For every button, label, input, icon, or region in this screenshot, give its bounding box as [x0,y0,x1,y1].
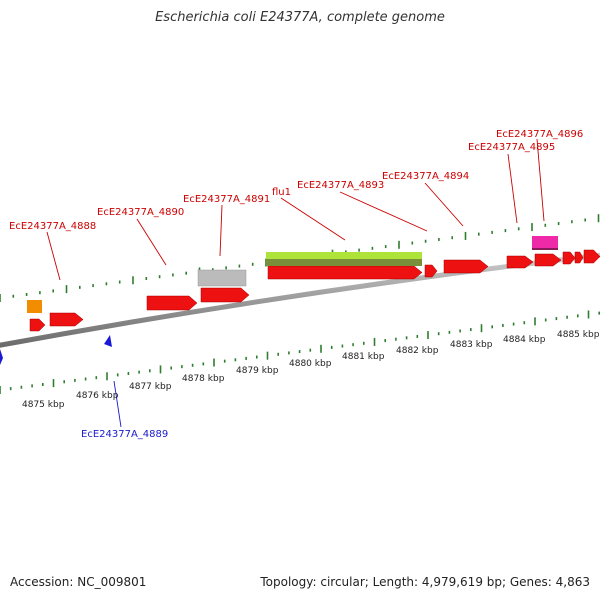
forward-gene-arrow [443,259,489,274]
forward-gene-arrow [29,318,46,332]
forward-gene-arrow [583,249,600,264]
leader-4891 [219,204,223,257]
gene-label-4896: EcE24377A_4896 [496,129,583,140]
gene-label-flu1: flu1 [272,187,291,198]
scale-label: 4885 kbp [557,330,600,340]
lower-tick-row [0,310,600,394]
leader-4895 [507,153,518,224]
leader-4890 [136,218,167,266]
scale-label: 4878 kbp [182,374,225,384]
scale-label: 4879 kbp [236,366,279,376]
gene-label-4893: EcE24377A_4893 [297,180,384,191]
genome-title: Escherichia coli E24377A, complete genom… [155,10,445,25]
forward-gene-arrow [506,255,534,269]
gene-label-4890: EcE24377A_4890 [97,207,184,218]
flu-repeat-band [266,252,422,259]
leader-4888 [46,231,61,281]
forward-gene-arrow [424,264,438,278]
scale-label: 4875 kbp [22,400,65,410]
scale-label: 4876 kbp [76,391,119,401]
flu-repeat-band [266,259,422,266]
feature-track [0,236,600,365]
leader-flu1 [280,197,346,241]
gene-label-4891: EcE24377A_4891 [183,194,270,205]
misc-feature [532,236,558,248]
accession-text: Accession: NC_009801 [10,575,147,589]
leader-4889 [113,380,122,428]
forward-gene-arrow [267,265,423,280]
forward-gene-arrow [562,251,576,265]
reverse-gene-arrow [104,335,112,347]
gene-label-4889: EcE24377A_4889 [81,429,168,440]
reverse-gene-arrow [0,349,3,365]
forward-gene-arrow [534,253,562,267]
forward-gene-arrow [574,251,584,264]
leader-4893 [339,191,428,232]
leader-4894 [424,182,464,227]
scale-label: 4883 kbp [450,340,493,350]
forward-gene-arrow [49,312,84,327]
rrna-feature [27,300,42,313]
gene-label-4894: EcE24377A_4894 [382,171,469,182]
forward-gene-arrow [200,287,250,303]
scale-label: 4882 kbp [396,346,439,356]
scale-label: 4881 kbp [342,352,385,362]
genome-summary-text: Topology: circular; Length: 4,979,619 bp… [260,575,590,589]
scale-label: 4877 kbp [129,382,172,392]
gene-label-4895: EcE24377A_4895 [468,142,555,153]
gene-label-4888: EcE24377A_4888 [9,221,96,232]
leader-4896 [536,138,545,222]
scale-label: 4880 kbp [289,359,332,369]
forward-gene-arrow [146,295,198,311]
pseudogene-feature [197,269,247,287]
scale-label: 4884 kbp [503,335,546,345]
misc-feature-shadow [532,248,558,250]
